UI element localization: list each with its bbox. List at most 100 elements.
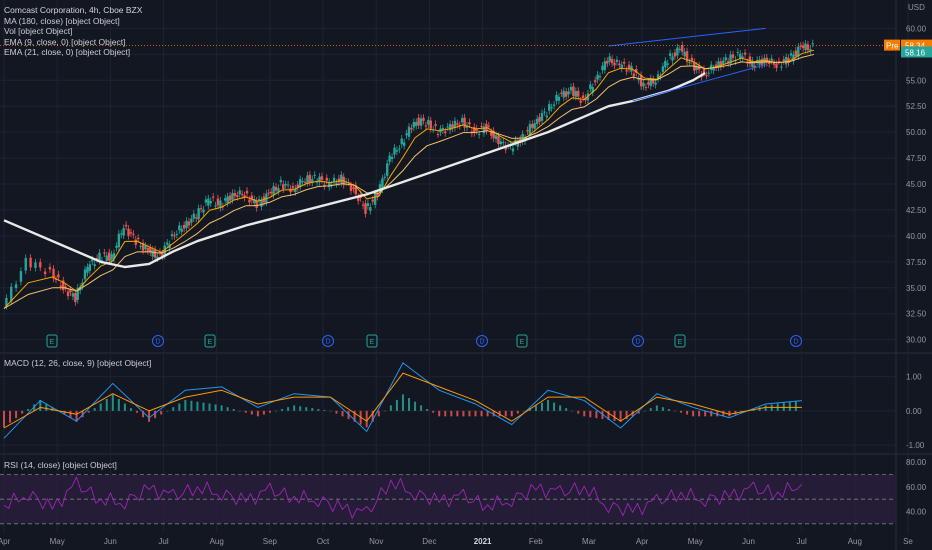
y-tick-label: 35.00 [906, 284, 927, 293]
candle-body [736, 51, 740, 53]
candle-body [622, 61, 626, 64]
candle-body [240, 194, 244, 196]
x-tick-label: Jun [742, 537, 755, 546]
candle-body [751, 60, 754, 67]
candle-body [112, 253, 116, 259]
candle-body [731, 54, 735, 58]
y-tick-label: 55.00 [906, 76, 927, 85]
candle-body [664, 60, 667, 68]
x-tick-label: Feb [529, 537, 543, 546]
candle-body [797, 46, 800, 57]
candle-body [608, 56, 611, 62]
candle-body [724, 57, 727, 61]
candle-body [475, 128, 478, 131]
legend-ema9[interactable]: EMA (9, close, 0) [object Object] [4, 36, 126, 47]
chart-title[interactable]: Comcast Corporation, 4h, Cboe BZX [4, 5, 143, 15]
candle-body [681, 45, 684, 52]
candle-body [429, 120, 432, 129]
legend-rsi[interactable]: RSI (14, close) [object Object] [4, 460, 117, 470]
dividend-marker[interactable] [790, 335, 802, 347]
legend-ma[interactable]: MA (180, close) [object Object] [4, 15, 120, 26]
candle-body [146, 248, 150, 251]
trendline[interactable] [632, 64, 766, 102]
earnings-marker[interactable] [516, 334, 528, 348]
candle-body [323, 184, 326, 186]
x-tick-label: Dec [422, 537, 436, 546]
candle-body [255, 200, 258, 208]
candle-body [666, 63, 669, 65]
macd-histogram-bar [408, 398, 410, 411]
candle-body [386, 163, 389, 176]
legend-ema21[interactable]: EMA (21, close, 0) [object Object] [4, 47, 131, 57]
candle-body [538, 116, 541, 122]
macd-histogram-bar [540, 402, 543, 411]
macd-histogram-bar [692, 410, 695, 417]
x-tick-label: May [50, 537, 65, 546]
candle-body [688, 62, 691, 64]
candle-body [393, 147, 396, 155]
candle-body [83, 269, 87, 280]
candle-body [676, 47, 679, 56]
candle-body [354, 185, 358, 195]
macd-histogram-bar [722, 410, 725, 417]
macd-histogram-bar [456, 410, 459, 417]
y-tick-label: 40.00 [906, 232, 927, 241]
macd-histogram-bar [184, 399, 187, 411]
candle-body [746, 62, 749, 64]
candle-body [209, 201, 212, 204]
candle-body [811, 43, 814, 45]
earnings-marker[interactable] [674, 334, 686, 348]
candle-body [330, 184, 333, 186]
macd-histogram-bar [142, 410, 145, 418]
candle-body [625, 70, 628, 72]
pre-tag-label: Pre [886, 42, 899, 51]
candle-body [185, 220, 188, 228]
dividend-marker[interactable] [476, 335, 488, 347]
candle-body [110, 254, 113, 261]
y-tick-label: 42.50 [906, 206, 927, 215]
currency-label: USD [908, 3, 925, 12]
candle-body [5, 297, 8, 306]
candle-body [219, 200, 222, 208]
macd-histogram-bar [601, 410, 604, 420]
legend-macd[interactable]: MACD (12, 26, close, 9) [object Object] [4, 358, 152, 368]
earnings-marker[interactable] [204, 334, 216, 348]
earnings-marker-label: E [208, 339, 213, 346]
candle-body [161, 253, 164, 257]
pre-tag-label-bg [884, 39, 900, 51]
candle-body [482, 126, 486, 134]
macd-y-tick-label: -1.00 [906, 441, 925, 450]
legend-vol[interactable]: Vol [object Object] [4, 26, 73, 36]
candle-body [190, 218, 193, 223]
candle-body [228, 195, 232, 201]
candle-body [535, 118, 539, 125]
candle-body [296, 184, 299, 189]
macd-histogram-bar [311, 408, 314, 411]
x-tick-label: Oct [317, 537, 330, 546]
macd-histogram-bar [547, 399, 550, 411]
macd-histogram-bar [625, 410, 628, 420]
trendline[interactable] [608, 27, 766, 47]
candle-body [284, 184, 287, 186]
earnings-marker[interactable] [366, 334, 378, 348]
dividend-marker[interactable] [632, 335, 644, 347]
candle-body [639, 75, 643, 87]
candle-body [777, 60, 781, 62]
candle-body [765, 57, 769, 63]
candle-body [543, 111, 546, 113]
x-tick-label: Mar [582, 537, 596, 546]
candle-body [753, 65, 756, 68]
dividend-marker[interactable] [152, 335, 164, 347]
macd-histogram-bar [486, 410, 489, 417]
candle-body [545, 115, 549, 118]
candle-body [388, 155, 391, 162]
earnings-marker[interactable] [46, 334, 58, 348]
dividend-marker-label: D [479, 339, 484, 346]
candle-body [806, 44, 810, 51]
dividend-marker[interactable] [322, 335, 334, 347]
macd-histogram-bar [383, 410, 386, 412]
candle-body [395, 150, 399, 152]
macd-histogram-bar [329, 410, 332, 412]
